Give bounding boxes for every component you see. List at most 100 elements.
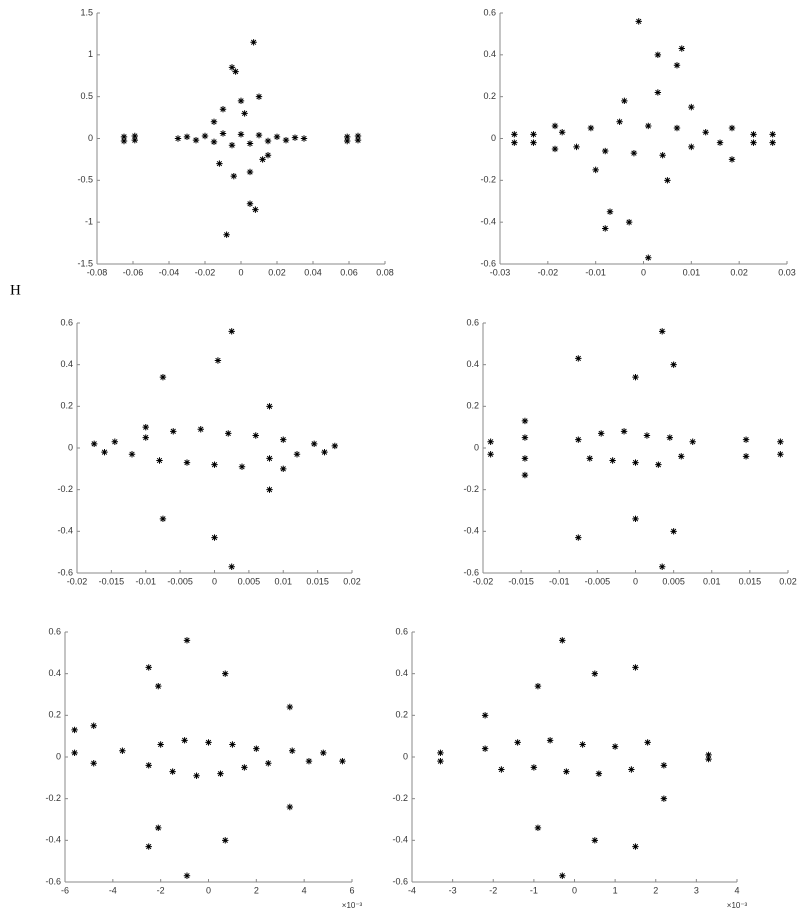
point	[183, 872, 191, 879]
point	[238, 463, 246, 470]
point	[620, 428, 628, 435]
y-tick-label: 0.6	[60, 317, 73, 327]
point	[183, 637, 191, 644]
point	[575, 355, 582, 362]
point	[155, 824, 162, 832]
figure-label: H	[10, 282, 21, 298]
x-tick-label: -0.02	[67, 576, 88, 586]
point	[228, 563, 235, 570]
point	[266, 403, 273, 410]
point	[286, 703, 294, 711]
point	[90, 760, 97, 767]
point	[635, 18, 642, 25]
point	[742, 453, 750, 460]
y-tick-label: 0.4	[60, 359, 73, 369]
x-tick-label: -0.01	[549, 576, 570, 586]
point	[142, 434, 149, 441]
point	[228, 64, 236, 71]
point	[621, 97, 628, 105]
point	[530, 131, 537, 138]
x-tick-label: 0.015	[739, 576, 762, 586]
y-tick-label: -0.4	[480, 217, 496, 227]
point	[534, 824, 542, 832]
point	[264, 152, 272, 159]
x-tick-label: 6	[349, 885, 354, 895]
point	[630, 149, 638, 157]
point	[241, 764, 248, 771]
y-tick-label: 0	[68, 442, 73, 452]
point	[228, 141, 236, 149]
point	[777, 438, 784, 445]
point	[321, 448, 328, 456]
point	[230, 172, 237, 180]
x-tick-label: 1	[613, 885, 618, 895]
point	[273, 133, 281, 141]
y-tick-label: 0.4	[483, 49, 496, 59]
point	[611, 743, 619, 750]
x-tick-label: 0	[206, 885, 211, 895]
point	[673, 124, 681, 132]
point	[246, 168, 254, 176]
point	[688, 103, 695, 111]
point	[174, 135, 182, 142]
point	[521, 455, 529, 462]
x-tick-label: 0.015	[306, 576, 329, 586]
point	[252, 432, 259, 439]
x-tick-label: 0.01	[274, 576, 292, 586]
y-tick-label: -0.4	[45, 835, 61, 845]
x-tick-label: 0.03	[778, 267, 796, 277]
y-tick-label: -0.6	[463, 567, 479, 577]
x-tick-label: 0.02	[779, 576, 797, 586]
point	[595, 770, 603, 777]
x-tick-label: 0.04	[304, 267, 322, 277]
point	[169, 768, 176, 775]
point	[183, 133, 191, 141]
point	[119, 747, 126, 754]
x-tick-label: -4	[109, 885, 117, 895]
point	[673, 62, 681, 69]
point	[142, 423, 149, 431]
point	[291, 134, 299, 141]
point	[777, 451, 784, 458]
point	[222, 837, 229, 844]
point	[769, 139, 776, 146]
x-tick-label: -0.01	[585, 267, 606, 277]
point	[616, 118, 623, 125]
x-tick-label: 3	[694, 885, 699, 895]
point	[120, 133, 128, 141]
x-tick-label: 0.005	[238, 576, 261, 586]
point	[266, 455, 273, 462]
x-tick-label: -0.015	[508, 576, 534, 586]
point	[559, 872, 566, 879]
point	[354, 136, 362, 144]
x-tick-label: -0.02	[538, 267, 559, 277]
x-tick-label: -4	[408, 885, 416, 895]
y-tick-label: 0	[491, 133, 496, 143]
x-tick-label: -3	[449, 885, 457, 895]
point	[216, 160, 223, 167]
point	[331, 442, 339, 450]
point	[210, 118, 218, 125]
point	[728, 156, 736, 163]
point	[225, 430, 232, 437]
point	[645, 254, 652, 261]
point	[632, 664, 639, 671]
y-tick-label: -0.2	[480, 175, 496, 185]
point	[286, 803, 294, 811]
point	[159, 515, 167, 523]
y-tick-label: -0.6	[45, 876, 61, 886]
point	[660, 795, 668, 802]
point	[602, 147, 609, 155]
point	[145, 664, 152, 671]
point	[246, 140, 254, 147]
point	[670, 361, 677, 368]
point	[229, 741, 236, 748]
point	[632, 843, 639, 850]
point	[643, 432, 651, 439]
point	[586, 455, 593, 462]
point	[237, 131, 245, 138]
point	[521, 471, 529, 479]
point	[632, 373, 639, 381]
point	[628, 766, 635, 773]
point	[666, 434, 674, 441]
